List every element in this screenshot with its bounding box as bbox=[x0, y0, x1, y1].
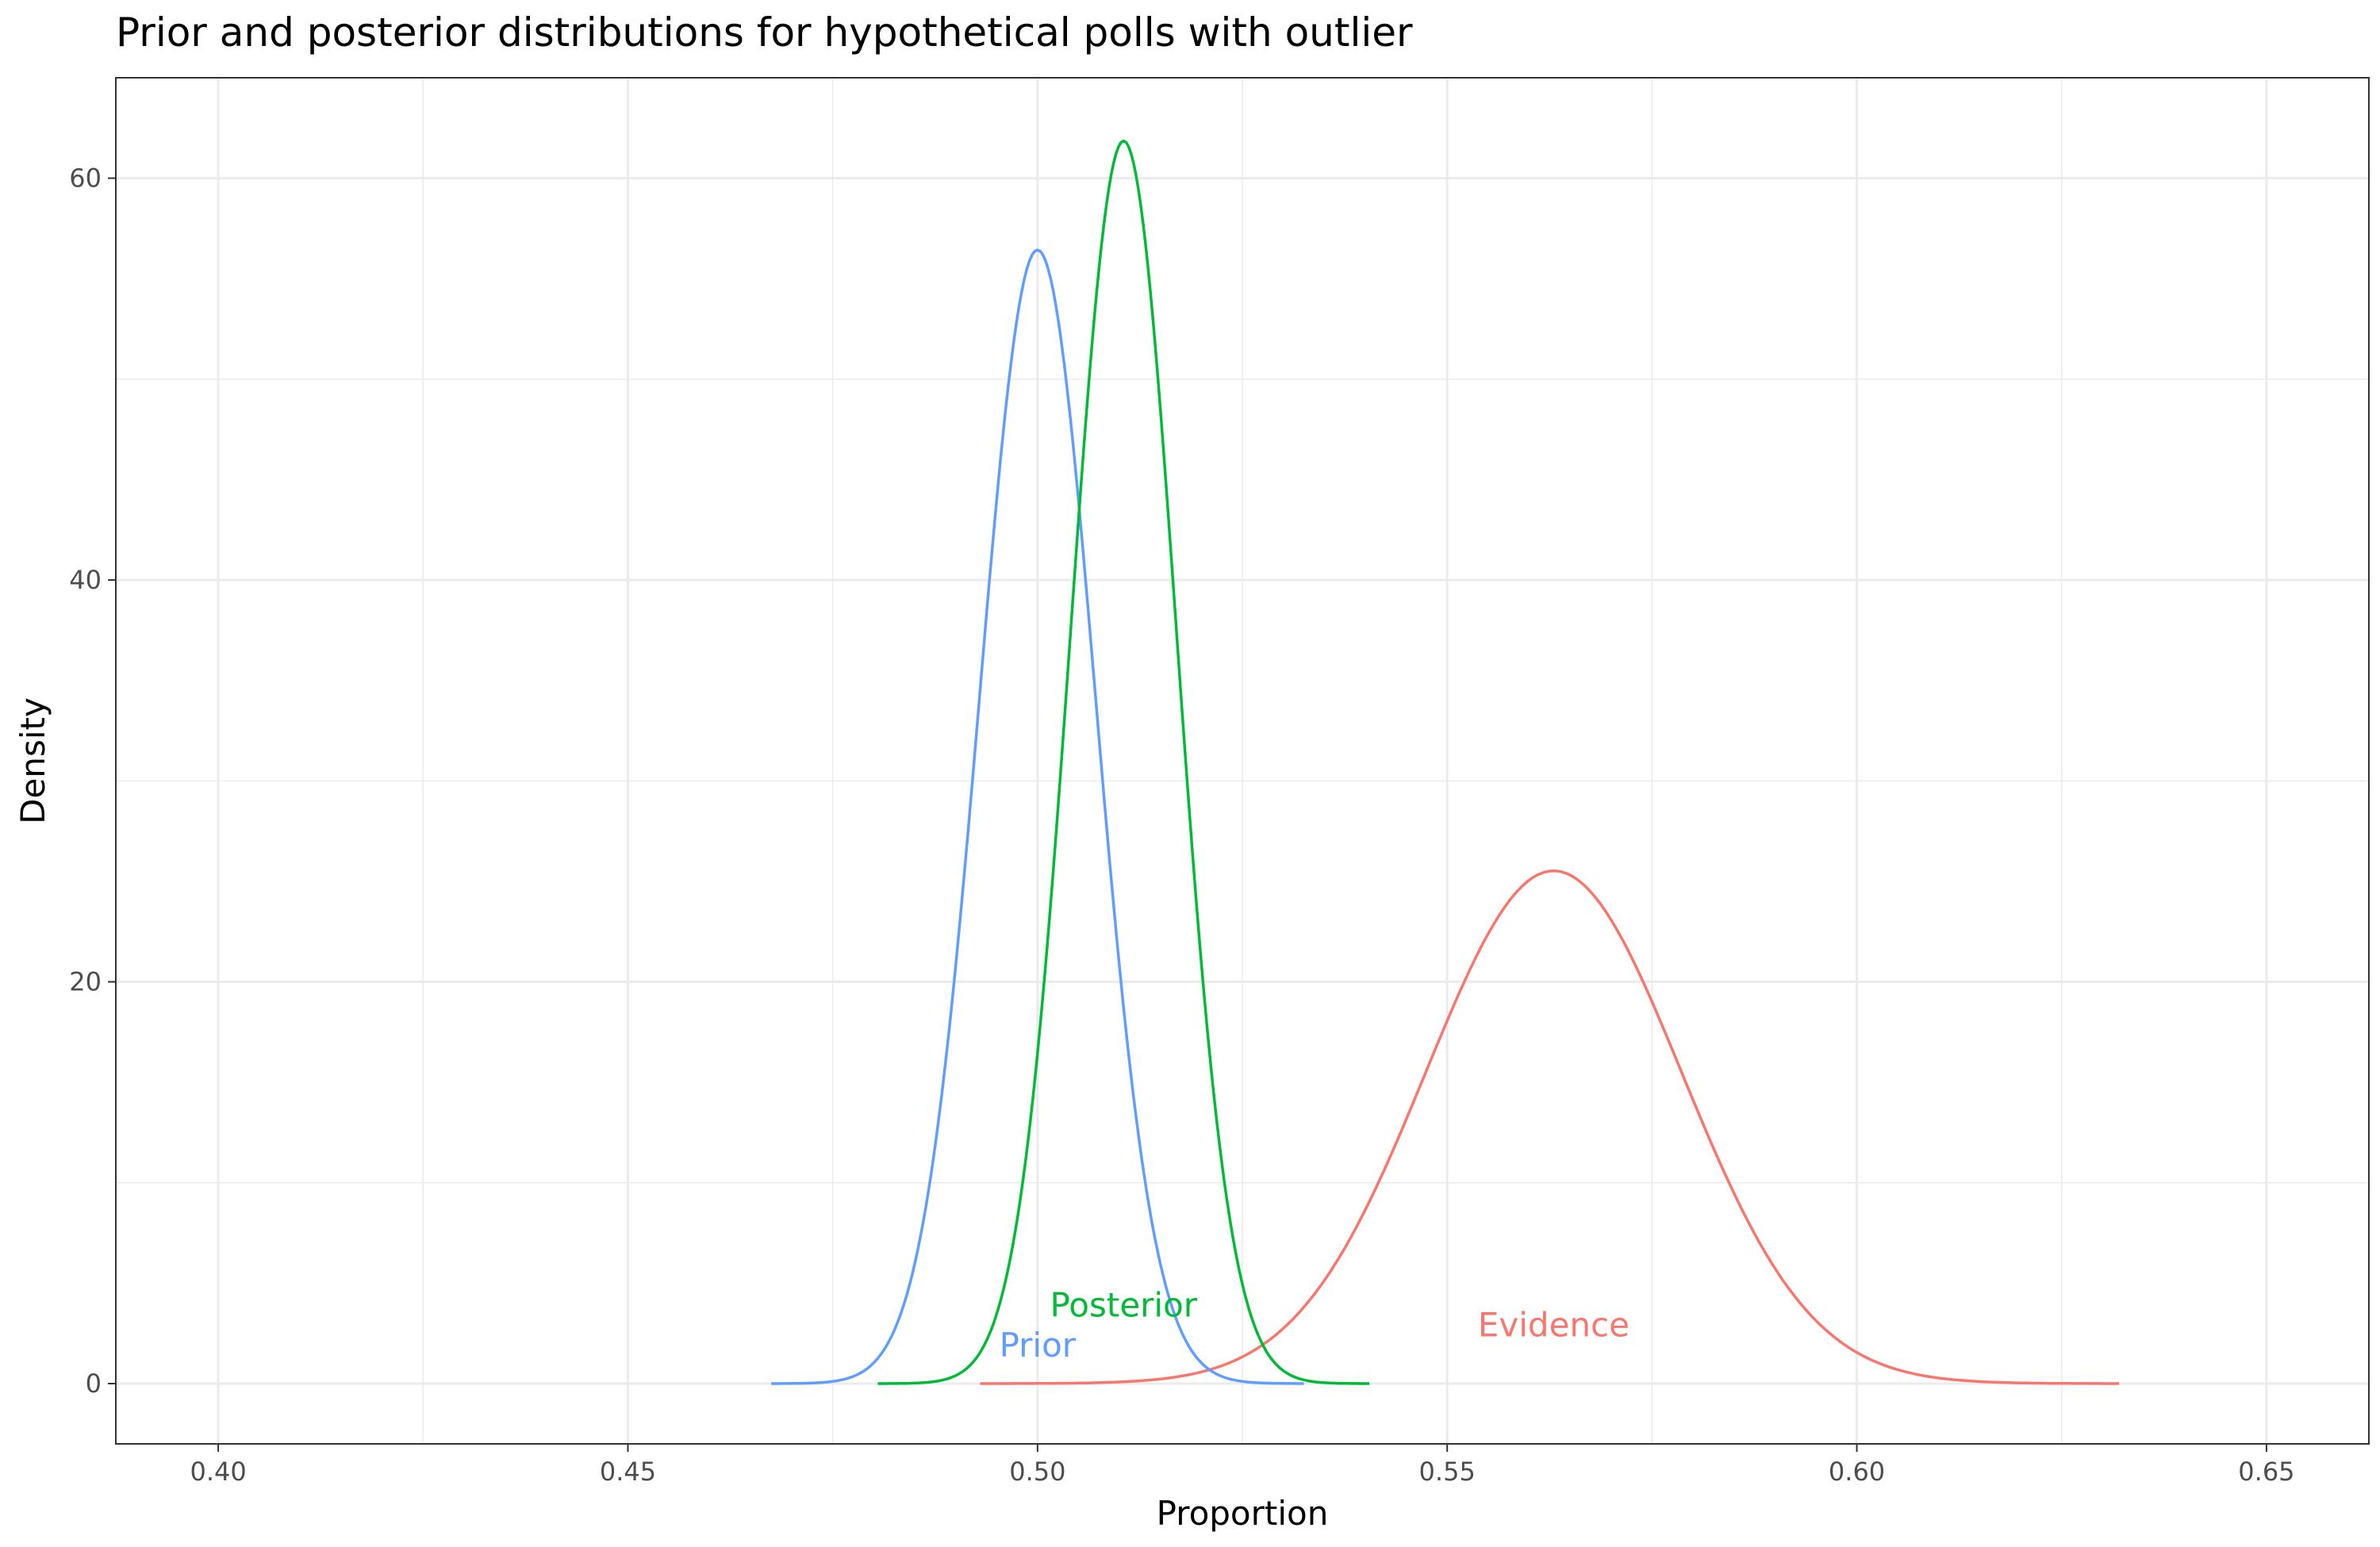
x-tick-label: 0.45 bbox=[600, 1457, 656, 1487]
series-line-evidence bbox=[980, 869, 2119, 1385]
x-tick-label: 0.55 bbox=[1419, 1457, 1476, 1487]
x-tick-label: 0.50 bbox=[1009, 1457, 1065, 1487]
y-axis-label: Density bbox=[13, 697, 52, 824]
series-line-posterior bbox=[877, 139, 1370, 1385]
y-axis-ticks: 0 20 40 60 bbox=[69, 163, 116, 1399]
y-tick-label: 40 bbox=[69, 565, 102, 595]
series-lines bbox=[771, 139, 2119, 1385]
grid-lines bbox=[116, 78, 2369, 1444]
x-tick-label: 0.60 bbox=[1829, 1457, 1885, 1487]
series-label-prior: Prior bbox=[1000, 1326, 1077, 1365]
series-label-posterior: Posterior bbox=[1050, 1285, 1197, 1324]
series-line-prior bbox=[771, 248, 1304, 1385]
x-axis-ticks: 0.40 0.45 0.50 0.55 0.60 0.65 bbox=[190, 1444, 2295, 1487]
x-tick-label: 0.40 bbox=[190, 1457, 246, 1487]
x-tick-label: 0.65 bbox=[2238, 1457, 2294, 1487]
x-axis-label: Proportion bbox=[1157, 1494, 1329, 1533]
y-tick-label: 60 bbox=[69, 163, 102, 194]
y-tick-label: 20 bbox=[69, 967, 102, 997]
series-label-evidence: Evidence bbox=[1478, 1306, 1630, 1345]
y-tick-label: 0 bbox=[86, 1368, 102, 1399]
chart-title: Prior and posterior distributions for hy… bbox=[116, 10, 1413, 56]
plot-panel-border bbox=[115, 77, 2370, 1445]
